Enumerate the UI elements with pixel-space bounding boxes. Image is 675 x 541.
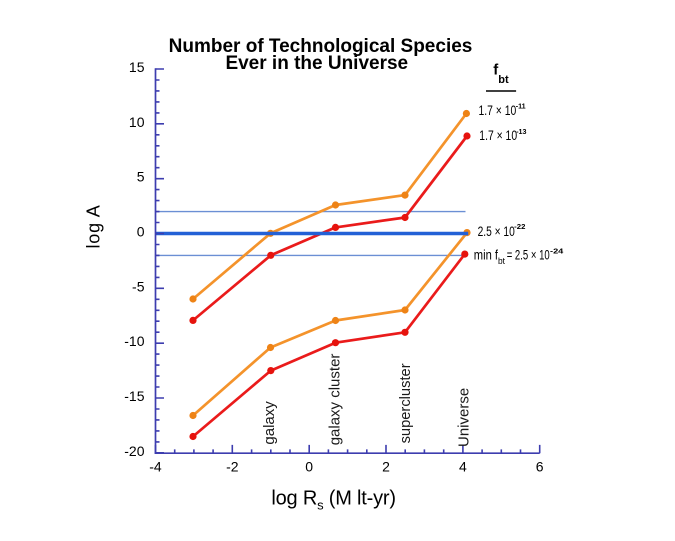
svg-text:Universe: Universe [455, 388, 472, 447]
svg-text:-4: -4 [149, 459, 162, 475]
svg-text:-5: -5 [132, 278, 145, 294]
svg-text:bt: bt [498, 256, 505, 267]
svg-text:-22: -22 [514, 222, 525, 231]
svg-text:1.7 × 10: 1.7 × 10 [479, 128, 517, 143]
svg-text:supercluster: supercluster [397, 363, 414, 443]
svg-text:2: 2 [382, 459, 390, 475]
svg-text:-10: -10 [124, 333, 144, 349]
svg-text:-2: -2 [226, 459, 239, 475]
svg-text:min f: min f [474, 247, 498, 262]
svg-text:0: 0 [305, 459, 313, 475]
svg-text:Number of Technological Specie: Number of Technological Species [169, 36, 473, 57]
svg-text:15: 15 [129, 59, 145, 75]
svg-text:galaxy: galaxy [261, 401, 278, 445]
svg-text:1.7 × 10: 1.7 × 10 [479, 103, 517, 118]
svg-text:-13: -13 [516, 127, 526, 136]
svg-text:-15: -15 [124, 388, 144, 404]
svg-text:6: 6 [536, 459, 544, 475]
svg-text:f: f [493, 61, 499, 78]
svg-text:log A: log A [83, 204, 103, 248]
svg-text:10: 10 [129, 114, 145, 130]
svg-text:Ever in the Universe: Ever in the Universe [225, 53, 408, 74]
svg-text:bt: bt [498, 74, 509, 86]
svg-text:5: 5 [137, 169, 145, 185]
svg-text:4: 4 [459, 459, 467, 475]
svg-text:0: 0 [137, 224, 145, 240]
svg-text:-20: -20 [124, 443, 144, 459]
svg-text:= 2.5 × 10: = 2.5 × 10 [507, 247, 550, 262]
svg-text:log Rs (M lt-yr): log Rs (M lt-yr) [271, 487, 395, 512]
svg-text:galaxy cluster: galaxy cluster [327, 354, 344, 446]
svg-text:-24: -24 [550, 247, 564, 256]
svg-text:-11: -11 [516, 101, 526, 110]
svg-text:2.5 × 10: 2.5 × 10 [478, 224, 515, 239]
